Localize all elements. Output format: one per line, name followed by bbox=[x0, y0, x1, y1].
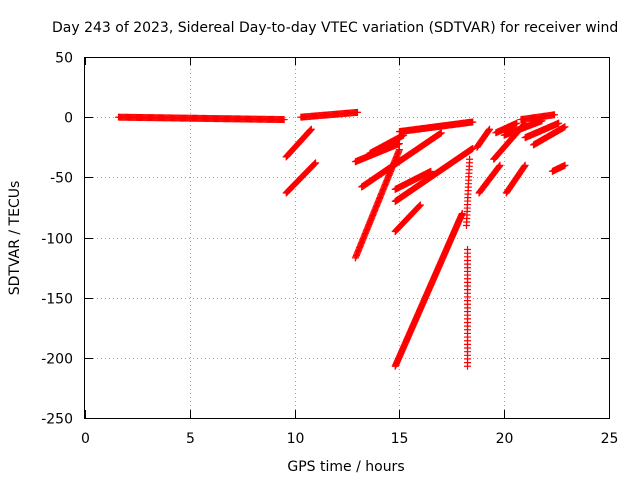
series-flat-mid bbox=[297, 108, 361, 121]
series-track-c bbox=[351, 146, 403, 262]
data-point bbox=[521, 162, 529, 170]
series-track-q bbox=[492, 119, 521, 137]
x-tick-labels: 0 5 10 15 20 25 bbox=[81, 431, 618, 447]
data-point bbox=[312, 159, 320, 167]
data-point bbox=[555, 119, 563, 127]
data-point bbox=[307, 125, 315, 133]
data-point bbox=[353, 108, 361, 116]
series-track-o bbox=[475, 161, 504, 197]
series-track-s bbox=[500, 117, 546, 139]
y-tick-label: -150 bbox=[41, 292, 73, 308]
data-point bbox=[551, 111, 559, 119]
data-point bbox=[395, 140, 403, 148]
series-vertical-m bbox=[464, 246, 472, 370]
series-track-h bbox=[391, 209, 466, 370]
series-track-t bbox=[521, 119, 563, 142]
y-tick-labels: 50 0 -50 -100 -150 -200 -250 bbox=[41, 51, 73, 428]
series-track-i bbox=[391, 167, 435, 193]
data-point bbox=[469, 118, 477, 126]
data-point bbox=[437, 129, 445, 137]
data-point bbox=[495, 163, 503, 171]
data-point bbox=[306, 127, 314, 135]
x-tick-label: 20 bbox=[496, 431, 514, 447]
x-tick-label: 25 bbox=[601, 431, 619, 447]
y-tick-label: -200 bbox=[41, 352, 73, 368]
data-point bbox=[395, 146, 403, 154]
series-track-v bbox=[548, 161, 569, 175]
y-tick-label: -50 bbox=[50, 171, 73, 187]
data-points bbox=[115, 108, 569, 370]
chart-title: Day 243 of 2023, Sidereal Day-to-day VTE… bbox=[52, 20, 618, 36]
y-tick-label: 0 bbox=[64, 111, 73, 127]
series-track-a bbox=[282, 125, 315, 161]
x-tick-label: 10 bbox=[287, 431, 305, 447]
data-point bbox=[464, 246, 472, 254]
data-point bbox=[415, 202, 423, 210]
series-track-b bbox=[282, 159, 320, 197]
series-track-g bbox=[391, 201, 424, 235]
x-tick-label: 0 bbox=[81, 431, 90, 447]
data-point bbox=[310, 160, 318, 168]
series-track-f bbox=[351, 140, 403, 166]
data-point bbox=[469, 144, 477, 152]
series-flat-tail bbox=[517, 111, 559, 124]
data-point bbox=[486, 125, 494, 133]
data-point bbox=[561, 161, 569, 169]
data-point bbox=[307, 126, 315, 134]
data-point bbox=[466, 155, 474, 163]
data-point bbox=[458, 209, 466, 217]
data-point bbox=[311, 160, 319, 168]
y-tick-label: 50 bbox=[55, 51, 73, 67]
y-tick-label: -250 bbox=[41, 412, 73, 428]
series-track-d bbox=[358, 129, 445, 191]
data-point bbox=[485, 126, 493, 134]
series-flat-start bbox=[115, 113, 288, 124]
data-point bbox=[521, 161, 529, 169]
x-tick-label: 15 bbox=[391, 431, 409, 447]
data-point bbox=[496, 161, 504, 169]
data-point bbox=[416, 201, 424, 209]
series-track-k bbox=[395, 118, 477, 136]
x-axis-label: GPS time / hours bbox=[287, 459, 404, 475]
data-point bbox=[513, 119, 521, 127]
data-point bbox=[561, 123, 569, 131]
x-tick-label: 5 bbox=[186, 431, 195, 447]
series-track-j bbox=[391, 144, 477, 205]
data-point bbox=[495, 162, 503, 170]
data-point bbox=[416, 202, 424, 210]
series-track-u bbox=[530, 123, 569, 149]
y-axis-label: SDTVAR / TECUs bbox=[7, 181, 23, 296]
series-track-r bbox=[502, 161, 529, 197]
series-track-l bbox=[462, 155, 474, 229]
y-tick-label: -100 bbox=[41, 232, 73, 248]
plot-frame bbox=[84, 57, 610, 419]
series-track-n bbox=[473, 125, 494, 151]
data-point bbox=[280, 116, 288, 124]
